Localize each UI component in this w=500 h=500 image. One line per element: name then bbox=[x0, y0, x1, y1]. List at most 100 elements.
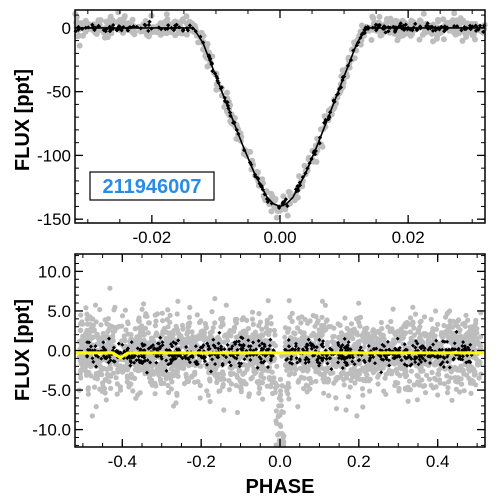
raw-point bbox=[433, 308, 439, 314]
binned-point bbox=[127, 355, 132, 360]
y-tick-label: -10.0 bbox=[32, 421, 71, 440]
raw-point bbox=[174, 365, 180, 371]
raw-point bbox=[292, 331, 298, 337]
raw-point bbox=[257, 319, 263, 325]
raw-point bbox=[319, 143, 326, 150]
raw-point bbox=[107, 285, 113, 291]
raw-point bbox=[160, 318, 166, 324]
raw-point bbox=[157, 20, 164, 27]
raw-point bbox=[226, 387, 232, 393]
raw-point bbox=[103, 18, 110, 25]
raw-point bbox=[171, 372, 177, 379]
raw-point bbox=[164, 316, 170, 323]
raw-point bbox=[265, 368, 271, 374]
raw-point bbox=[472, 325, 478, 331]
raw-point bbox=[389, 326, 395, 332]
binned-point bbox=[188, 360, 192, 365]
raw-point bbox=[410, 304, 416, 310]
raw-point bbox=[392, 361, 398, 367]
raw-point bbox=[383, 391, 389, 397]
binned-point bbox=[107, 355, 112, 360]
raw-point bbox=[272, 343, 279, 349]
binned-point bbox=[227, 360, 232, 365]
raw-point bbox=[402, 386, 408, 392]
raw-point bbox=[406, 378, 413, 384]
raw-point bbox=[313, 364, 319, 370]
target-id-box bbox=[89, 171, 215, 201]
raw-point bbox=[141, 301, 147, 307]
raw-point bbox=[344, 325, 350, 331]
raw-point bbox=[350, 329, 356, 336]
binned-point bbox=[410, 343, 415, 348]
raw-point bbox=[426, 376, 433, 382]
raw-point bbox=[322, 302, 328, 308]
binned-point bbox=[387, 363, 392, 368]
raw-point bbox=[164, 16, 171, 23]
raw-point bbox=[185, 335, 191, 341]
raw-point bbox=[417, 382, 423, 388]
binned-point bbox=[440, 347, 445, 352]
raw-point bbox=[466, 375, 472, 381]
binned-point bbox=[379, 370, 384, 375]
raw-point bbox=[268, 384, 274, 390]
raw-point bbox=[205, 392, 211, 398]
raw-point bbox=[323, 327, 329, 333]
binned-point bbox=[164, 368, 169, 373]
raw-point bbox=[289, 310, 295, 316]
raw-point bbox=[390, 306, 396, 312]
raw-point bbox=[448, 375, 454, 381]
binned-point bbox=[180, 356, 185, 361]
raw-point bbox=[282, 206, 289, 213]
raw-point bbox=[309, 379, 315, 385]
binned-point bbox=[104, 354, 109, 359]
raw-point bbox=[89, 413, 95, 419]
raw-point bbox=[472, 369, 478, 375]
raw-point bbox=[319, 314, 325, 320]
x-tick-label: 0.02 bbox=[392, 228, 425, 247]
raw-point bbox=[366, 378, 372, 384]
raw-point bbox=[301, 375, 307, 381]
binned-point bbox=[187, 23, 193, 28]
raw-point bbox=[221, 339, 227, 345]
raw-point bbox=[387, 342, 393, 348]
raw-point bbox=[408, 368, 414, 374]
raw-point bbox=[100, 383, 106, 389]
raw-point bbox=[468, 390, 474, 396]
raw-point bbox=[96, 334, 102, 340]
raw-point bbox=[441, 381, 448, 387]
binned-point bbox=[169, 359, 174, 364]
raw-point bbox=[363, 334, 369, 340]
raw-point bbox=[146, 320, 152, 326]
raw-point bbox=[210, 325, 216, 331]
raw-point bbox=[444, 332, 450, 338]
raw-point bbox=[359, 386, 366, 392]
raw-point bbox=[255, 333, 261, 339]
binned-point bbox=[198, 345, 203, 350]
raw-point bbox=[192, 371, 198, 377]
raw-point bbox=[277, 376, 284, 382]
bottom-raw-points bbox=[76, 285, 484, 448]
raw-point bbox=[139, 306, 145, 312]
binned-point bbox=[304, 355, 309, 360]
raw-point bbox=[422, 390, 429, 396]
raw-point bbox=[465, 331, 471, 337]
raw-point bbox=[465, 317, 471, 323]
raw-point bbox=[273, 408, 279, 414]
raw-point bbox=[183, 13, 190, 20]
raw-point bbox=[153, 383, 159, 389]
raw-point bbox=[94, 376, 100, 382]
binned-point bbox=[111, 22, 116, 28]
raw-point bbox=[80, 32, 86, 39]
raw-point bbox=[128, 371, 134, 377]
binned-point bbox=[404, 363, 409, 368]
raw-point bbox=[207, 378, 213, 384]
binned-point bbox=[99, 356, 104, 361]
raw-point bbox=[408, 17, 415, 24]
raw-point bbox=[271, 327, 277, 334]
raw-point bbox=[249, 309, 256, 315]
raw-point bbox=[76, 42, 83, 49]
raw-point bbox=[152, 312, 158, 318]
binned-point bbox=[101, 27, 106, 33]
raw-point bbox=[407, 329, 413, 335]
raw-point bbox=[272, 204, 279, 211]
